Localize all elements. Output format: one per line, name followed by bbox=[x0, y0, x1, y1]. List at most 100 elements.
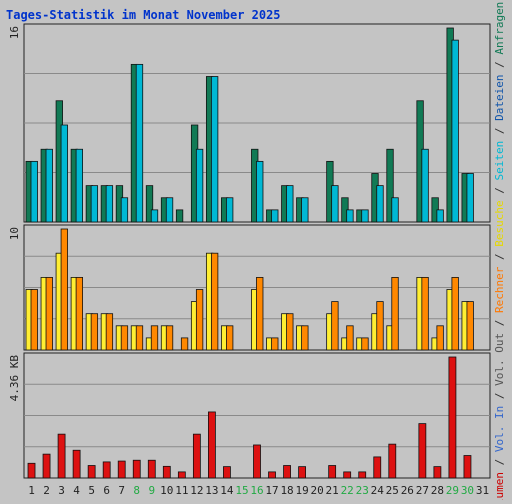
x-tick-label: 18 bbox=[280, 484, 293, 497]
bar-dateien-day-30 bbox=[466, 173, 474, 223]
x-tick-label: 6 bbox=[103, 484, 110, 497]
side-legend-segment: Anfragen bbox=[493, 2, 506, 55]
bar-rechner-day-11 bbox=[180, 337, 189, 351]
bar-volumen-day-18 bbox=[283, 465, 291, 479]
bar-volumen-day-24 bbox=[373, 456, 382, 479]
bar-volumen-day-21 bbox=[328, 465, 337, 479]
side-legend-segment: Vol. Out bbox=[493, 333, 506, 386]
x-axis-labels: 1 2 3 4 5 6 7 8 9 10 11 12 13 14 15 16 17 18 19 20 21 22 23 24 2… bbox=[28, 484, 489, 497]
bar-volumen-day-19 bbox=[298, 466, 306, 479]
x-tick-label: 3 bbox=[58, 484, 65, 497]
bar-rechner-day-22 bbox=[346, 325, 354, 351]
x-tick-label: 8 bbox=[133, 484, 140, 497]
x-tick-label: 5 bbox=[88, 484, 95, 497]
bar-volumen-day-23 bbox=[358, 471, 367, 479]
bar-rechner-day-7 bbox=[120, 325, 129, 351]
bar-volumen-day-22 bbox=[343, 471, 352, 479]
x-tick-label: 21 bbox=[326, 484, 339, 497]
bar-anfragen-day-11 bbox=[175, 209, 184, 223]
bar-volumen-day-25 bbox=[388, 443, 397, 479]
bar-volumen-day-9 bbox=[147, 459, 156, 479]
bar-volumen-day-11 bbox=[177, 471, 186, 479]
bar-volumen-day-13 bbox=[208, 411, 216, 479]
side-legend-segment: Seiten bbox=[493, 141, 506, 181]
bar-rechner-day-6 bbox=[105, 313, 114, 351]
bar-dateien-day-2 bbox=[45, 148, 53, 223]
side-legend-label: Volumen / Vol. In / Vol. Out / Rechner /… bbox=[493, 2, 506, 500]
bar-rechner-day-8 bbox=[135, 325, 144, 351]
bar-volumen-day-1 bbox=[27, 462, 36, 479]
side-legend-segment: Volumen bbox=[493, 472, 506, 500]
bar-dateien-day-17 bbox=[271, 209, 279, 223]
bar-volumen-day-10 bbox=[162, 465, 171, 479]
x-tick-label: 7 bbox=[118, 484, 125, 497]
bar-dateien-day-21 bbox=[331, 185, 339, 223]
bar-dateien-day-3 bbox=[60, 124, 68, 223]
x-tick-label: 2 bbox=[43, 484, 50, 497]
x-tick-label: 13 bbox=[205, 484, 218, 497]
y-max-label: 10 bbox=[8, 227, 21, 240]
bar-dateien-day-6 bbox=[105, 185, 114, 223]
bar-rechner-day-9 bbox=[150, 325, 159, 351]
bar-dateien-day-16 bbox=[256, 160, 264, 223]
x-tick-label: 19 bbox=[295, 484, 308, 497]
x-tick-label: 16 bbox=[250, 484, 263, 497]
x-tick-label: 25 bbox=[386, 484, 399, 497]
bar-dateien-day-8 bbox=[135, 63, 144, 223]
x-tick-label: 12 bbox=[190, 484, 203, 497]
bar-volumen-day-7 bbox=[117, 460, 126, 479]
bar-dateien-day-12 bbox=[195, 148, 204, 223]
side-legend-segment: / bbox=[493, 247, 506, 267]
y-max-label: 16 bbox=[8, 26, 21, 39]
bar-dateien-day-18 bbox=[286, 185, 294, 223]
bar-dateien-day-1 bbox=[30, 160, 38, 223]
bar-rechner-day-21 bbox=[331, 301, 339, 351]
bar-rechner-day-3 bbox=[60, 228, 68, 351]
bar-rechner-day-1 bbox=[30, 289, 38, 351]
side-legend-segment: Rechner bbox=[493, 266, 506, 313]
bar-dateien-day-19 bbox=[301, 197, 309, 223]
bar-volumen-day-3 bbox=[57, 433, 66, 479]
bar-rechner-day-12 bbox=[195, 289, 204, 351]
bar-dateien-day-28 bbox=[436, 209, 444, 223]
bar-volumen-day-29 bbox=[448, 356, 457, 479]
bar-volumen-day-27 bbox=[418, 423, 427, 479]
x-tick-label: 14 bbox=[220, 484, 234, 497]
bar-dateien-day-29 bbox=[451, 39, 459, 223]
bar-rechner-day-28 bbox=[436, 325, 444, 351]
bar-volumen-day-14 bbox=[223, 466, 231, 479]
bar-dateien-day-13 bbox=[210, 76, 219, 223]
x-tick-label: 30 bbox=[461, 484, 474, 497]
x-tick-label: 4 bbox=[73, 484, 80, 497]
x-tick-label: 23 bbox=[356, 484, 369, 497]
bar-dateien-day-7 bbox=[120, 197, 129, 223]
bar-rechner-day-19 bbox=[301, 325, 309, 351]
x-tick-label: 29 bbox=[446, 484, 459, 497]
bar-rechner-day-18 bbox=[286, 313, 294, 351]
x-tick-label: 22 bbox=[341, 484, 354, 497]
chart-title: Tages-Statistik im Monat November 2025 bbox=[6, 8, 281, 22]
panel-bottom: 4.36 KB bbox=[8, 352, 491, 479]
bar-rechner-day-25 bbox=[391, 276, 399, 351]
bar-rechner-day-14 bbox=[226, 325, 234, 351]
side-legend-segment: Besuche bbox=[493, 200, 506, 246]
x-tick-label: 17 bbox=[265, 484, 278, 497]
bar-anfragen-day-25 bbox=[386, 148, 394, 223]
x-tick-label: 15 bbox=[235, 484, 248, 497]
bar-volumen-day-16 bbox=[253, 444, 261, 479]
bar-dateien-day-23 bbox=[361, 209, 369, 223]
bar-rechner-day-23 bbox=[361, 337, 369, 351]
bar-volumen-day-28 bbox=[433, 466, 442, 479]
bar-rechner-day-17 bbox=[271, 337, 279, 351]
bar-volumen-day-12 bbox=[192, 433, 201, 479]
bar-dateien-day-5 bbox=[90, 185, 99, 223]
panel-top: 16 bbox=[8, 23, 491, 223]
x-tick-label: 20 bbox=[311, 484, 324, 497]
panel-middle: 10 bbox=[8, 224, 491, 351]
bar-rechner-day-10 bbox=[165, 325, 174, 351]
x-tick-label: 9 bbox=[148, 484, 155, 497]
bar-volumen-day-5 bbox=[87, 465, 96, 479]
bar-dateien-day-14 bbox=[226, 197, 234, 223]
bar-rechner-day-13 bbox=[210, 252, 219, 351]
